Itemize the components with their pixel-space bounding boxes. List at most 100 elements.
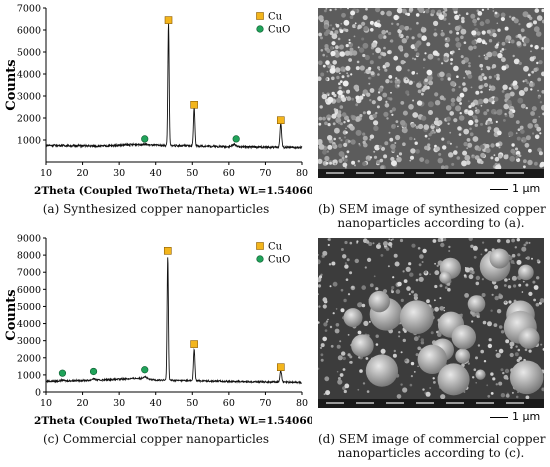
sem-grain [356, 60, 360, 64]
sem-grain [334, 162, 337, 165]
sem-grain [483, 54, 486, 57]
sem-grain [459, 112, 462, 115]
sem-grain [358, 143, 361, 145]
sem-grain [483, 360, 487, 363]
sem-grain [457, 126, 462, 131]
x-tick-label-c: 40 [150, 398, 162, 409]
sem-grain [464, 109, 468, 113]
sem-grain [318, 122, 322, 126]
y-tick-label-c: 0 [35, 388, 41, 399]
sem-grain [419, 254, 424, 259]
sem-grain [393, 349, 396, 353]
sem-grain [444, 286, 448, 289]
sem-grain [495, 142, 500, 147]
sem-grain [423, 67, 425, 69]
sem-grain [470, 102, 476, 107]
sem-grain [541, 90, 544, 94]
sem-grain [523, 159, 527, 164]
sem-grain [481, 40, 486, 45]
sem-grain [515, 147, 518, 151]
sem-grain [390, 156, 395, 162]
sem-grain [525, 283, 529, 287]
sem-grain [409, 27, 412, 31]
sem-grain [326, 48, 331, 54]
y-tick-label-c: 1000 [17, 370, 41, 381]
sem-grain [480, 160, 484, 165]
sem-grain [504, 26, 509, 31]
sem-grain [376, 160, 381, 165]
sem-grain [411, 290, 414, 294]
sem-grain [503, 119, 506, 122]
sem-info-text [356, 172, 374, 174]
sem-grain [513, 284, 517, 288]
sem-grain [367, 257, 372, 262]
sem-grain [365, 357, 369, 360]
sem-grain [336, 97, 342, 103]
sem-grain [437, 120, 443, 126]
sem-grain [338, 158, 343, 163]
xrd-pattern-line-a [45, 23, 303, 150]
sem-info-text [386, 172, 404, 174]
sem-grain [396, 156, 402, 163]
sem-grain [523, 37, 530, 44]
sem-grain [472, 245, 478, 251]
caption-d-line1: (d) SEM image of commercial copper [318, 432, 546, 446]
sem-grain [504, 93, 511, 100]
sem-grain [461, 27, 463, 30]
sem-grain [390, 143, 396, 150]
sem-grain [460, 28, 467, 35]
sem-grain [318, 32, 322, 37]
sem-grain [447, 287, 451, 292]
sem-grain [535, 302, 540, 307]
sem-grain [384, 103, 390, 108]
sem-grain [533, 20, 537, 25]
sem-grain [452, 8, 459, 12]
sem-grain [384, 68, 388, 72]
sem-grain [335, 117, 342, 124]
sem-grain [326, 70, 329, 73]
sem-grain [418, 276, 424, 282]
sem-grain [336, 112, 342, 118]
sem-grain [495, 383, 498, 386]
sem-grain [493, 154, 496, 157]
sem-grain [495, 349, 498, 352]
sem-grain [402, 270, 405, 273]
sem-grain [331, 33, 338, 40]
cu-peak-marker-c [190, 340, 198, 348]
sem-grain [435, 117, 439, 122]
sem-grain [422, 388, 425, 391]
sem-grain [506, 99, 512, 105]
sem-grain [332, 281, 338, 287]
sem-grain [331, 113, 337, 119]
sem-grain [329, 46, 334, 50]
sem-grain [528, 349, 532, 353]
sem-grain [514, 246, 517, 249]
sem-grain [535, 118, 537, 121]
sem-info-text [476, 172, 494, 174]
sem-grain [517, 33, 522, 38]
sem-grain [335, 24, 340, 28]
sem-grain [518, 283, 522, 287]
sem-grain [355, 25, 357, 27]
cuo-peak-marker-a [141, 135, 149, 143]
sem-sphere [451, 324, 476, 350]
sem-grain [427, 53, 434, 60]
sem-grain [510, 39, 515, 44]
sem-grain [511, 253, 516, 258]
sem-grain [388, 131, 391, 134]
sem-grain [398, 152, 403, 156]
caption-d-line2: nanoparticles according to (c). [337, 446, 525, 460]
sem-grain [429, 387, 432, 389]
sem-grain [438, 152, 442, 156]
sem-grain [442, 10, 446, 14]
sem-grain [433, 32, 438, 37]
sem-info-text [476, 402, 494, 404]
sem-grain [450, 97, 456, 103]
sem-grain [456, 156, 461, 160]
sem-grain [376, 105, 380, 109]
sem-grain [509, 155, 516, 162]
sem-grain [427, 8, 430, 10]
sem-grain [508, 131, 514, 137]
x-tick-label-a: 70 [259, 168, 271, 179]
sem-grain [539, 101, 543, 104]
